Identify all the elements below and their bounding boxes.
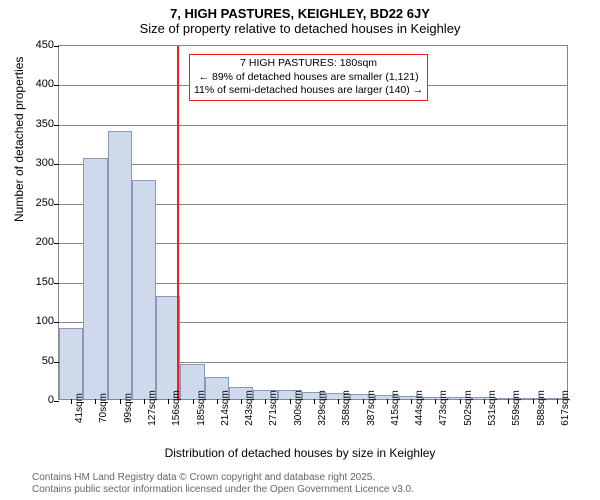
- x-tick-label: 271sqm: [268, 390, 279, 426]
- x-tick-label: 185sqm: [196, 390, 207, 426]
- x-tick-label: 41sqm: [74, 393, 85, 423]
- histogram-bar: [83, 158, 107, 399]
- histogram-bar: [132, 180, 156, 399]
- x-axis-label: Distribution of detached houses by size …: [0, 446, 600, 460]
- histogram-bar: [108, 131, 132, 399]
- y-tick-label: 350: [14, 118, 54, 130]
- y-tick-label: 450: [14, 39, 54, 51]
- x-tick-label: 387sqm: [366, 390, 377, 426]
- x-tick-label: 588sqm: [536, 390, 547, 426]
- annotation-line: 7 HIGH PASTURES: 180sqm: [194, 57, 423, 71]
- x-tick-label: 243sqm: [244, 390, 255, 426]
- chart-plot-area: 7 HIGH PASTURES: 180sqm← 89% of detached…: [58, 45, 568, 400]
- x-tick-label: 329sqm: [317, 390, 328, 426]
- x-tick-label: 70sqm: [98, 393, 109, 423]
- y-tick-label: 250: [14, 197, 54, 209]
- x-tick-label: 415sqm: [390, 390, 401, 426]
- annotation-line: ← 89% of detached houses are smaller (1,…: [194, 71, 423, 85]
- x-tick-label: 531sqm: [487, 390, 498, 426]
- x-tick-label: 502sqm: [463, 390, 474, 426]
- y-tick-label: 300: [14, 157, 54, 169]
- x-tick-label: 559sqm: [511, 390, 522, 426]
- x-tick-label: 617sqm: [560, 390, 571, 426]
- y-tick-label: 150: [14, 276, 54, 288]
- x-tick-label: 300sqm: [293, 390, 304, 426]
- x-tick-label: 156sqm: [171, 390, 182, 426]
- annotation-box: 7 HIGH PASTURES: 180sqm← 89% of detached…: [189, 54, 428, 101]
- x-tick-label: 127sqm: [147, 390, 158, 426]
- x-tick-label: 99sqm: [123, 393, 134, 423]
- y-tick-label: 50: [14, 355, 54, 367]
- annotation-line: 11% of semi-detached houses are larger (…: [194, 84, 423, 98]
- footer-line-2: Contains public sector information licen…: [32, 484, 414, 496]
- y-tick-label: 100: [14, 315, 54, 327]
- footer-attribution: Contains HM Land Registry data © Crown c…: [32, 472, 414, 496]
- reference-line: [177, 46, 179, 399]
- footer-line-1: Contains HM Land Registry data © Crown c…: [32, 472, 414, 484]
- x-tick-label: 214sqm: [220, 390, 231, 426]
- x-tick-label: 358sqm: [341, 390, 352, 426]
- y-tick-label: 200: [14, 236, 54, 248]
- y-tick-label: 400: [14, 78, 54, 90]
- histogram-bar: [59, 328, 83, 399]
- x-tick-label: 444sqm: [414, 390, 425, 426]
- chart-title-main: 7, HIGH PASTURES, KEIGHLEY, BD22 6JY: [0, 6, 600, 21]
- chart-title-sub: Size of property relative to detached ho…: [0, 21, 600, 36]
- x-tick-label: 473sqm: [438, 390, 449, 426]
- y-tick-label: 0: [14, 394, 54, 406]
